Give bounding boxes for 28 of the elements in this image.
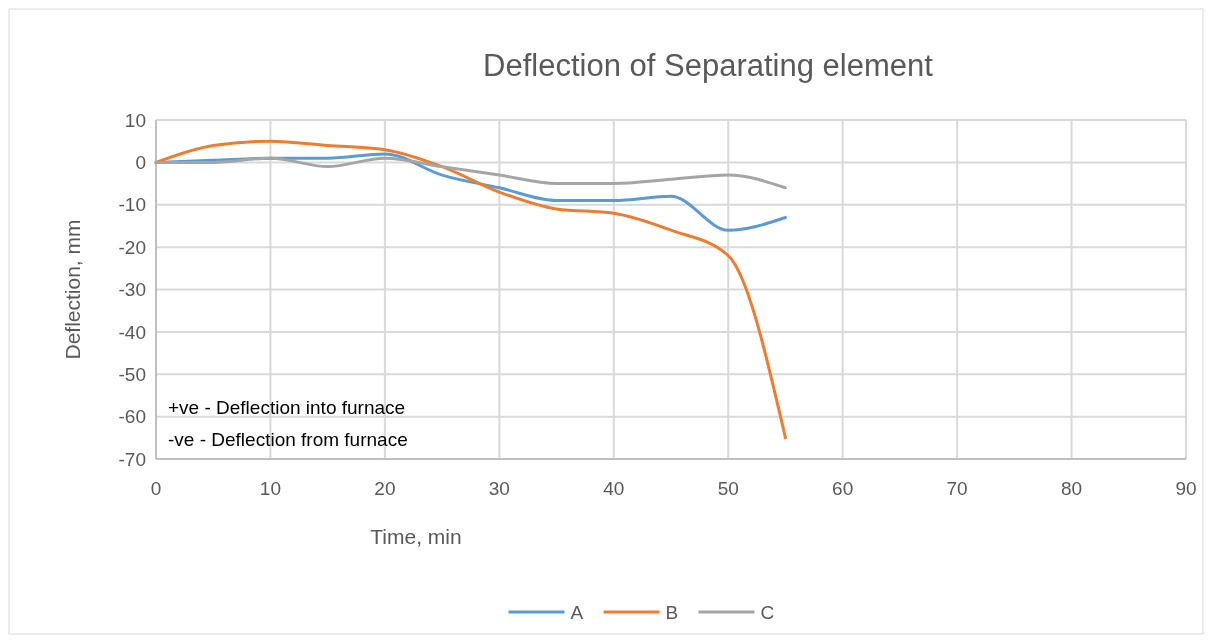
- y-tick-label: 10: [124, 109, 146, 131]
- y-tick-label: 0: [135, 152, 146, 174]
- y-axis-title: Deflection, mm: [61, 219, 84, 360]
- chart-title: Deflection of Separating element: [483, 48, 934, 83]
- y-tick-label: -70: [118, 448, 146, 470]
- x-tick-label: 50: [717, 478, 739, 499]
- y-tick-label: -60: [118, 406, 146, 428]
- x-tick-label: 80: [1060, 478, 1083, 499]
- legend-label: C: [760, 601, 775, 623]
- y-tick-label: -20: [118, 236, 146, 258]
- y-tick-label: -30: [118, 279, 146, 301]
- y-tick-label: -40: [118, 321, 146, 343]
- annotation: +ve - Deflection into furnace: [168, 397, 406, 418]
- annotation: -ve - Deflection from furnace: [168, 429, 408, 450]
- y-tick-label: -50: [118, 363, 146, 385]
- x-tick-label: 10: [259, 478, 282, 499]
- x-tick-label: 40: [603, 478, 625, 499]
- x-tick-label: 20: [374, 478, 396, 499]
- x-tick-label: 90: [1175, 478, 1197, 499]
- x-tick-label: 0: [150, 478, 162, 499]
- x-tick-label: 60: [832, 478, 854, 499]
- y-tick-label: -10: [118, 194, 146, 216]
- line-series: [154, 156, 787, 190]
- legend-label: A: [570, 601, 584, 623]
- x-tick-label: 70: [946, 478, 968, 499]
- legend-label: B: [665, 601, 679, 623]
- x-axis-title: Time, min: [370, 525, 462, 548]
- x-tick-label: 30: [488, 478, 510, 499]
